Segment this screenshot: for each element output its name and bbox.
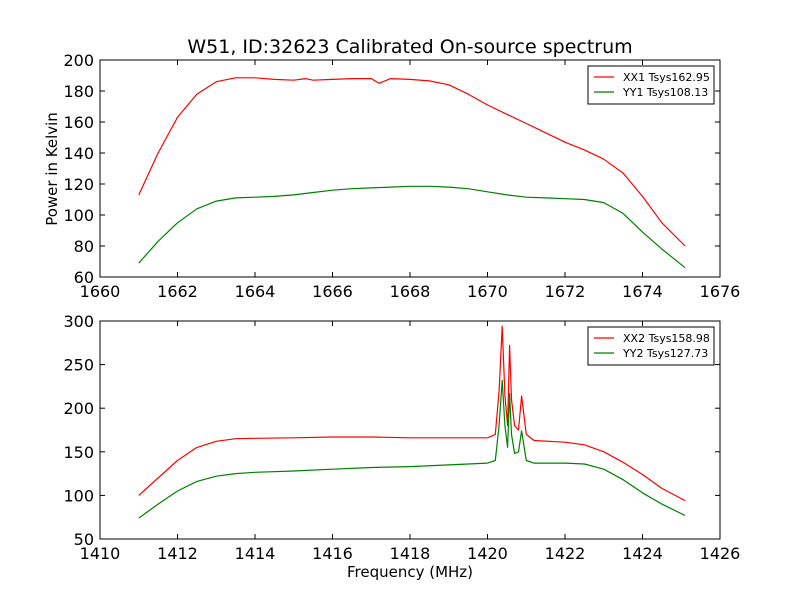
y-tick-label: 200: [63, 399, 94, 418]
x-tick-label: 1410: [80, 544, 121, 563]
series-line-2: [138, 379, 686, 519]
series-line-2: [138, 185, 686, 269]
x-tick-label: 1414: [235, 544, 276, 563]
x-tick-label: 1660: [80, 282, 121, 301]
y-tick-label: 250: [63, 356, 94, 375]
x-tick-label: 1416: [312, 544, 353, 563]
legend-label: XX1 Tsys162.95: [623, 71, 710, 84]
y-tick-label: 150: [63, 443, 94, 462]
x-tick-label: 1674: [622, 282, 663, 301]
chart-1: 1660 1662 1664 1666 1668 1670 1672 1674 1676 60 80…: [63, 51, 740, 301]
x-tick-label: 1422: [545, 544, 586, 563]
x-tick-label: 1426: [700, 544, 741, 563]
x-axis-label: Frequency (MHz): [347, 563, 473, 581]
y-tick-label: 60: [74, 268, 94, 287]
x-tick-label: 1672: [545, 282, 586, 301]
y-tick-label: 100: [63, 206, 94, 225]
legend: XX1 Tsys162.95 YY1 Tsys108.13: [587, 65, 715, 105]
series-line-1: [138, 325, 686, 502]
x-tick-label: 1418: [390, 544, 431, 563]
y-tick-label: 120: [63, 175, 94, 194]
legend: XX2 Tsys158.98 YY2 Tsys127.73: [587, 326, 715, 366]
y-tick-label: 200: [63, 51, 94, 70]
figure-title: W51, ID:32623 Calibrated On-source spect…: [187, 36, 632, 58]
legend-box: [587, 65, 715, 105]
x-tick-label: 1662: [157, 282, 198, 301]
x-tick-label: 1676: [700, 282, 741, 301]
x-tick-label: 1412: [157, 544, 198, 563]
legend-label: YY2 Tsys127.73: [622, 347, 708, 360]
y-tick-label: 180: [63, 82, 94, 101]
y-tick-label: 160: [63, 113, 94, 132]
y-tick-label: 80: [74, 237, 94, 256]
y-tick-label: 100: [63, 486, 94, 505]
chart-2: 1410 1412 1414 1416 1418 1420 1422 1424 1426 50 10…: [63, 312, 740, 563]
x-tick-label: 1424: [622, 544, 663, 563]
legend-label: YY1 Tsys108.13: [622, 86, 708, 99]
y-axis-label: Power in Kelvin: [43, 112, 61, 226]
series-line-1: [138, 77, 686, 247]
y-tick-label: 50: [74, 530, 94, 549]
x-tick-label: 1668: [390, 282, 431, 301]
x-tick-label: 1420: [467, 544, 508, 563]
y-tick-label: 140: [63, 144, 94, 163]
legend-box: [587, 326, 715, 366]
y-tick-label: 300: [63, 312, 94, 331]
legend-label: XX2 Tsys158.98: [623, 332, 710, 345]
x-tick-label: 1666: [312, 282, 353, 301]
x-tick-label: 1670: [467, 282, 508, 301]
plots-group: 1660 1662 1664 1666 1668 1670 1672 1674 1676 60 80…: [63, 51, 740, 563]
x-tick-label: 1664: [235, 282, 276, 301]
